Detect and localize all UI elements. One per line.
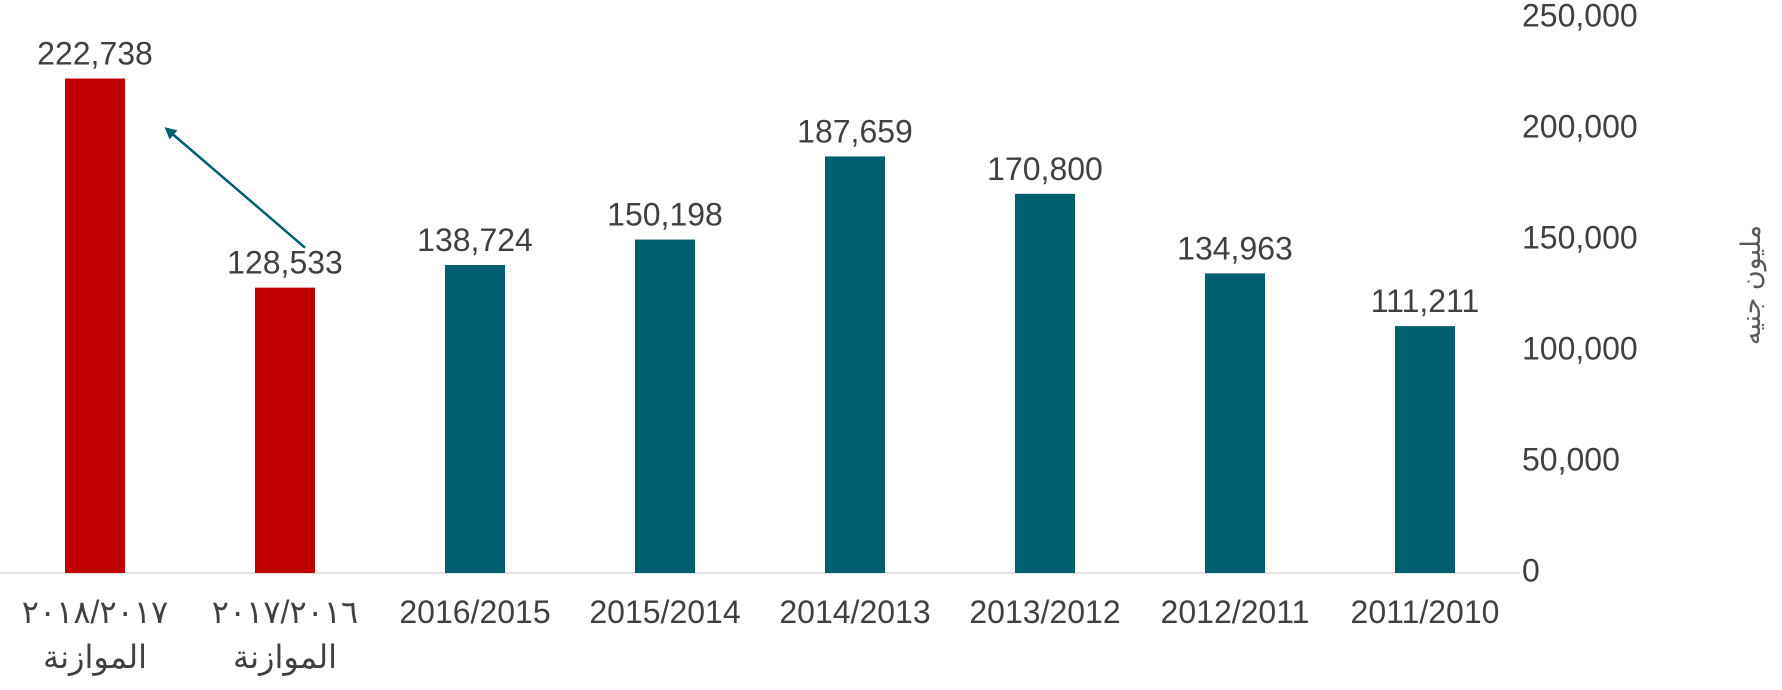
data-label: 138,724 [417,222,533,258]
x-tick-label: الموازنة [233,639,337,676]
y-tick-label: 200,000 [1522,108,1638,144]
bar [635,239,695,574]
bar [1395,326,1455,573]
data-label: 111,211 [1371,283,1480,319]
x-tick-label: ٢٠١٧/٢٠١٦ [212,594,358,630]
annotation-arrow [164,127,306,249]
y-tick-label: 150,000 [1522,219,1638,255]
data-label: 222,738 [37,36,153,72]
bar [1205,273,1265,573]
y-tick-label: 250,000 [1522,0,1638,33]
data-label: 150,198 [607,197,723,233]
bar [445,265,505,573]
x-tick-label: 2013/2012 [969,594,1120,630]
y-tick-label: 50,000 [1522,441,1620,477]
x-tick-label: الموازنة [43,639,147,676]
x-tick-label: 2015/2014 [589,594,740,630]
y-tick-label: 100,000 [1522,330,1638,366]
data-label: 134,963 [1177,230,1293,266]
bar [65,78,125,573]
bar [1015,193,1075,573]
x-tick-label: 2012/2011 [1161,594,1310,630]
x-tick-label: 2016/2015 [399,594,550,630]
data-label: 170,800 [987,151,1103,187]
x-tick-label: ٢٠١٨/٢٠١٧ [22,594,168,630]
bar [255,287,315,573]
x-tick-label: 2011/2010 [1351,594,1500,630]
x-tick-label: 2014/2013 [779,594,930,630]
data-label: 128,533 [227,245,343,281]
data-label: 187,659 [797,113,913,149]
y-axis-title: مليون جنيه [1736,225,1767,345]
y-tick-label: 0 [1522,552,1540,588]
bar [825,156,885,573]
